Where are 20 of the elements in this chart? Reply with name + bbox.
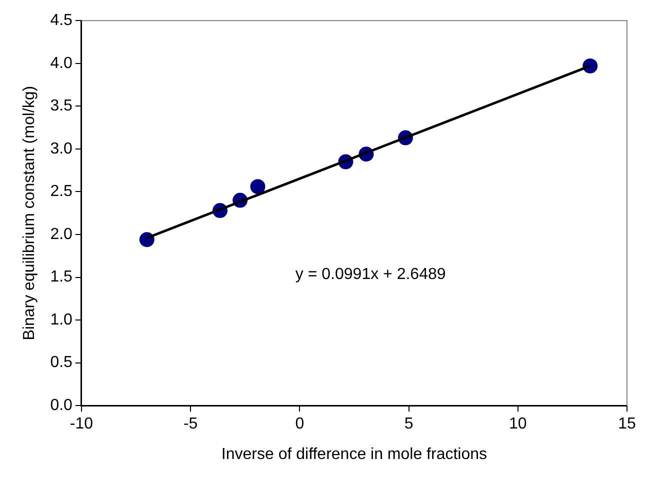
y-tick-label: 3.0 (50, 140, 73, 158)
y-tick-label: 1.0 (50, 311, 73, 328)
x-tick-label: 15 (618, 416, 636, 433)
x-axis-title: Inverse of difference in mole fractions (221, 446, 488, 463)
y-tick-label: 0.0 (50, 397, 73, 414)
y-axis-title: Binary equilibrium constant (mol/kg) (21, 86, 38, 340)
point (250, 179, 266, 194)
y-tick-label: 4.0 (50, 54, 73, 72)
x-tick-label: -10 (70, 416, 94, 433)
y-tick-label: 0.5 (50, 354, 73, 372)
y-tick-label: 2.5 (50, 183, 73, 200)
x-tick-label: 10 (508, 416, 527, 433)
y-tick-label: 4.5 (50, 12, 73, 30)
annotation: y = 0.0991x + 2.6489 (295, 266, 446, 284)
x-tick-label: -5 (183, 416, 198, 433)
x-tick-label: 0 (295, 416, 304, 433)
x-tick-label: 5 (404, 416, 414, 433)
y-tick-label: 2.0 (50, 226, 73, 243)
y-tick-label: 1.5 (50, 268, 73, 286)
y-tick-label: 3.5 (50, 98, 73, 115)
